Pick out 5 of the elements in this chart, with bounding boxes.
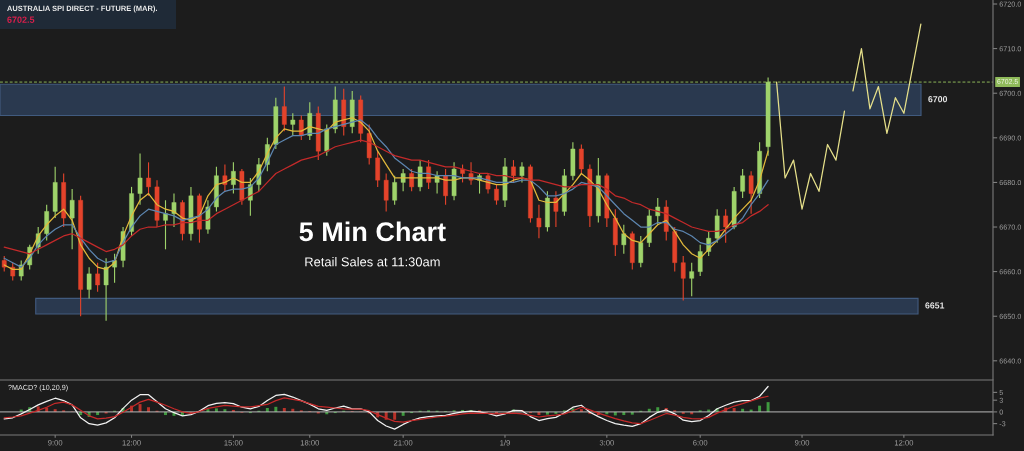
annotation: Retail Sales at 11:30am	[305, 256, 440, 267]
text: 6702.5	[7, 16, 35, 23]
band-label: 6651	[925, 302, 945, 309]
annotation: 5 Min Chart	[299, 221, 446, 242]
band-label: 6700	[928, 96, 948, 103]
